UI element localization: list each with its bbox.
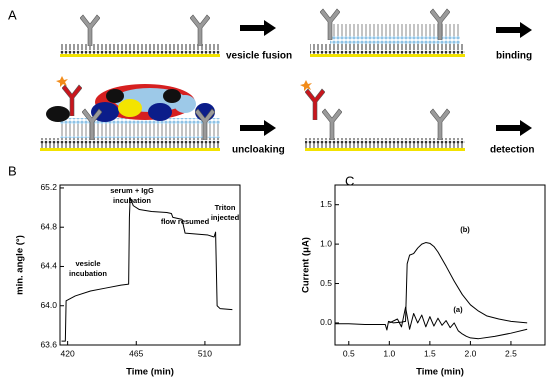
panel-label: B (8, 163, 17, 178)
y-tick-label: 64.8 (40, 221, 57, 231)
panel-label: C (345, 173, 354, 188)
annotation: incubation (113, 196, 151, 205)
y-tick-label: 1.5 (320, 199, 332, 209)
plot-frame (59, 184, 241, 346)
data-line (61, 197, 233, 342)
x-tick-label: 2.0 (464, 348, 476, 358)
annotation: flow resumed (161, 217, 210, 226)
y-tick-label: 65.2 (40, 182, 57, 192)
x-tick-label: 2.5 (505, 348, 517, 358)
series-label: (b) (460, 225, 470, 234)
x-axis-title: Time (min) (416, 367, 464, 378)
y-tick-label: 64.4 (40, 261, 57, 271)
step-label: detection (490, 145, 534, 156)
x-tick-label: 420 (61, 348, 75, 358)
step-label: vesicle fusion (226, 51, 292, 62)
plot-frame (334, 184, 546, 346)
x-tick-label: 1.0 (383, 348, 395, 358)
annotation: incubation (69, 269, 107, 278)
step-label: uncloaking (232, 145, 285, 156)
data-line (389, 306, 528, 340)
y-tick-label: 64.0 (40, 300, 57, 310)
x-tick-label: 1.5 (424, 348, 436, 358)
y-tick-label: 0.0 (320, 317, 332, 327)
annotation: vesicle (75, 259, 100, 268)
x-tick-label: 465 (129, 348, 143, 358)
x-axis-title: Time (min) (126, 367, 174, 378)
y-axis-title: min. angle (°) (15, 235, 26, 295)
annotation: serum + IgG (110, 186, 154, 195)
annotation: Triton (215, 203, 236, 212)
x-tick-label: 0.5 (343, 348, 355, 358)
data-line (335, 242, 528, 331)
annotation: injected (211, 213, 240, 222)
step-label: binding (496, 51, 532, 62)
panel-label: A (8, 7, 17, 22)
schematic (40, 9, 532, 151)
y-tick-label: 1.0 (320, 238, 332, 248)
series-label: (a) (453, 305, 463, 314)
x-tick-label: 510 (198, 348, 212, 358)
y-axis-title: Current (μA) (301, 237, 312, 293)
y-tick-label: 0.5 (320, 278, 332, 288)
y-tick-label: 63.6 (40, 339, 57, 349)
